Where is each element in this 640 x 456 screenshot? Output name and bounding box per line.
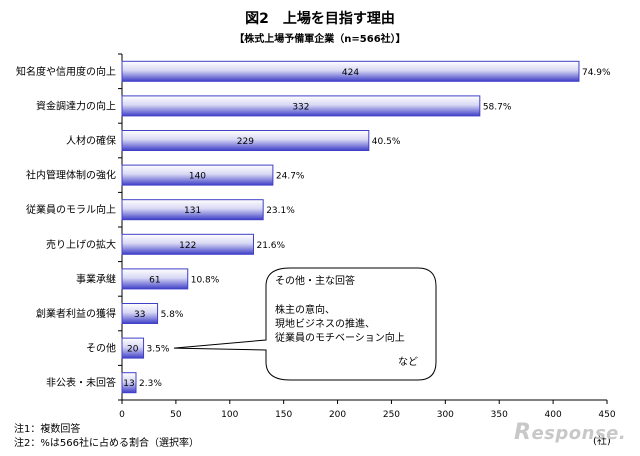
percent-label: 21.6% <box>256 241 285 251</box>
percent-label: 5.8% <box>161 310 184 320</box>
bar <box>121 372 137 394</box>
watermark-initial: R <box>514 420 532 445</box>
bar <box>121 95 481 117</box>
category-label: 売り上げの拡大 <box>46 238 116 251</box>
value-label: 20 <box>127 345 139 355</box>
x-tick-label: 350 <box>491 410 508 420</box>
value-label: 229 <box>237 137 254 147</box>
value-label: 140 <box>189 172 206 182</box>
bar <box>121 130 370 151</box>
bar <box>121 199 264 221</box>
value-label: 13 <box>123 379 134 389</box>
category-label: 資金調達力の向上 <box>36 99 116 112</box>
percent-label: 74.9% <box>582 68 611 78</box>
bar <box>121 233 254 255</box>
bar <box>121 337 145 359</box>
category-label: 事業承継 <box>76 272 116 285</box>
callout-heading: その他・主な回答 <box>275 276 355 287</box>
response-watermark: Response. <box>514 420 626 445</box>
note-2: 注2：%は566社に占める割合（選択率） <box>14 438 199 449</box>
chart-title: 図2 上場を目指す理由 <box>245 11 395 27</box>
percent-label: 10.8% <box>191 275 220 285</box>
category-label: 創業者利益の獲得 <box>36 307 116 320</box>
x-tick-label: 50 <box>170 410 182 420</box>
x-tick-label: 150 <box>275 410 292 420</box>
x-tick-label: 400 <box>545 410 562 420</box>
percent-label: 40.5% <box>372 137 401 147</box>
percent-label: 24.7% <box>276 172 305 182</box>
value-label: 33 <box>134 310 145 320</box>
x-tick-label: 100 <box>221 410 238 420</box>
x-tick-label: 250 <box>383 410 400 420</box>
percent-label: 3.5% <box>147 345 170 355</box>
chart-subtitle: 【株式上場予備軍企業（n=566社）】 <box>234 34 406 45</box>
x-tick-label: 0 <box>119 410 125 420</box>
category-label: 従業員のモラル向上 <box>26 203 116 216</box>
value-label: 61 <box>149 275 160 285</box>
percent-label: 23.1% <box>266 206 295 216</box>
category-label: その他 <box>86 342 116 355</box>
value-label: 131 <box>184 206 201 216</box>
category-label: 社内管理体制の強化 <box>26 169 116 182</box>
bar <box>121 268 189 290</box>
bar <box>121 303 159 324</box>
value-label: 122 <box>179 241 196 251</box>
callout-footer: など <box>398 357 418 368</box>
category-label: 知名度や信用度の向上 <box>16 65 116 78</box>
x-tick-label: 450 <box>598 410 615 420</box>
callout-outline <box>173 267 437 381</box>
plot-area: 0 50 100 150 200 250 300 350 400 450 知名度や信用度の向上 424… <box>16 53 616 420</box>
callout-line-1: 株主の意向、 <box>275 305 335 316</box>
x-tick-label: 200 <box>329 410 346 420</box>
callout-line-2: 現地ビジネスの推進、 <box>275 319 375 330</box>
watermark-text: esponse. <box>531 423 627 444</box>
note-1: 注1：複数回答 <box>14 424 81 435</box>
x-axis-unit: (社) <box>593 436 611 447</box>
percent-label: 2.3% <box>139 379 162 389</box>
bar <box>121 60 580 82</box>
category-label: 人材の確保 <box>66 134 116 147</box>
x-tick-label: 300 <box>437 410 454 420</box>
callout-bubble <box>173 267 437 381</box>
value-label: 332 <box>292 102 309 112</box>
callout-line-3: 従業員のモチベーション向上 <box>275 333 405 344</box>
bar <box>121 164 274 186</box>
value-label: 424 <box>342 68 359 78</box>
percent-label: 58.7% <box>483 102 512 112</box>
category-label: 非公表・未回答 <box>46 376 116 389</box>
